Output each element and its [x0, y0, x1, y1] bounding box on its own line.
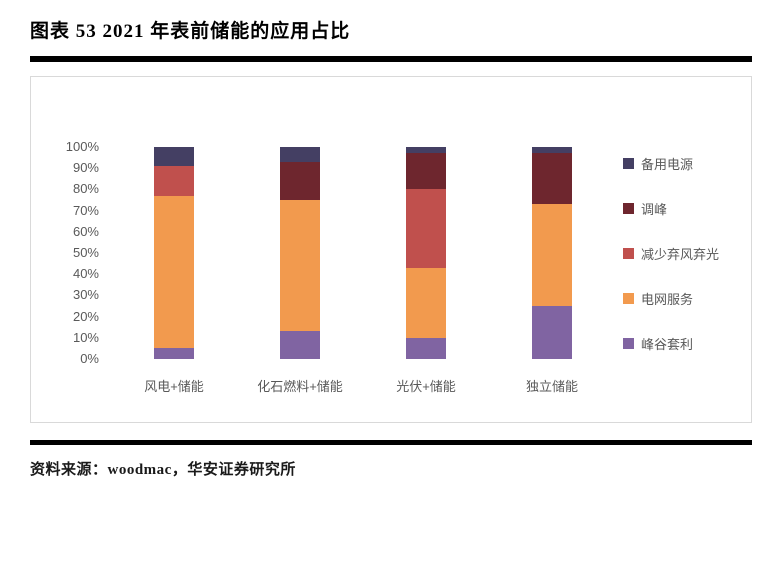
- category-label: 光伏+储能: [396, 379, 456, 394]
- bar-segment: [406, 337, 446, 359]
- bar-segment: [154, 348, 194, 359]
- y-tick-label: 0%: [80, 351, 99, 366]
- bar-segment: [280, 161, 320, 201]
- legend-item: 峰谷套利: [623, 334, 739, 353]
- y-tick-label: 50%: [72, 245, 99, 260]
- bar-group: 风电+储能: [144, 147, 204, 394]
- legend-swatch: [623, 247, 634, 259]
- chart-plot: 0% 10% 20% 30% 40% 50% 60% 70% 80% 90% 100% 风电+储能 化…: [57, 139, 739, 394]
- y-tick-label: 20%: [72, 308, 99, 324]
- legend-item: 调峰: [623, 199, 739, 218]
- bar-segment: [280, 331, 320, 359]
- bar-segment: [532, 204, 572, 306]
- legend-item: 减少弃风弃光: [623, 244, 739, 263]
- bar-segment: [154, 166, 194, 196]
- category-label: 风电+储能: [144, 379, 204, 394]
- figure-title: 图表 53 2021 年表前储能的应用占比: [30, 21, 351, 42]
- category-label: 化石燃料+储能: [257, 379, 343, 394]
- source-note: 资料来源：woodmac，华安证券研究所: [30, 462, 296, 478]
- legend-swatch: [623, 337, 634, 349]
- legend-item: 电网服务: [623, 289, 739, 308]
- bar-segment: [532, 147, 572, 154]
- y-tick-label: 10%: [72, 329, 99, 345]
- legend-label: 调峰: [641, 201, 668, 217]
- bar-segment: [406, 267, 446, 338]
- legend: 备用电源调峰减少弃风弃光 电网服务峰谷套利: [623, 147, 739, 359]
- bar-segment: [154, 195, 194, 349]
- bar-group: 光伏+储能: [396, 147, 456, 394]
- legend-label: 电网服务: [641, 291, 694, 307]
- bar-group: 化石燃料+储能: [257, 147, 343, 394]
- y-tick-label: 30%: [72, 287, 99, 303]
- bar-segment: [280, 147, 320, 162]
- report-page: 图表 53 2021 年表前储能的应用占比 0% 10% 20% 30% 40% 50% 6…: [30, 21, 752, 478]
- y-tick-label: 40%: [72, 266, 99, 282]
- bar-segment: [406, 189, 446, 268]
- legend-label: 备用电源: [641, 156, 694, 172]
- legend-label: 减少弃风弃光: [641, 246, 720, 262]
- legend-swatch: [623, 202, 634, 214]
- bottom-divider: [30, 440, 752, 445]
- legend-label: 峰谷套利: [641, 336, 694, 352]
- y-tick-label: 60%: [72, 223, 99, 239]
- legend-swatch: [623, 157, 634, 169]
- bar-segment: [280, 200, 320, 332]
- bar-segment: [154, 147, 194, 167]
- bars-area: 风电+储能 化石燃料+储能 光伏+储能 独立储能: [111, 147, 615, 394]
- y-tick-label: 70%: [72, 202, 99, 218]
- chart-container: 0% 10% 20% 30% 40% 50% 60% 70% 80% 90% 100% 风电+储能 化…: [30, 76, 752, 423]
- bar-group: 独立储能: [526, 147, 578, 394]
- legend-item: 备用电源: [623, 154, 739, 173]
- legend-swatch: [623, 292, 634, 304]
- stacked-bar: [154, 147, 194, 359]
- bar-segment: [406, 153, 446, 190]
- y-tick-label: 80%: [72, 181, 99, 197]
- y-tick-label: 90%: [72, 160, 99, 176]
- bar-segment: [406, 147, 446, 154]
- bar-segment: [532, 153, 572, 205]
- bar-segment: [532, 306, 572, 359]
- top-divider: [30, 56, 752, 62]
- y-axis: 0% 10% 20% 30% 40% 50% 60% 70% 80% 90% 100%: [57, 139, 111, 366]
- stacked-bar: [532, 147, 572, 359]
- y-tick-label: 100%: [65, 139, 99, 154]
- stacked-bar: [280, 147, 320, 359]
- stacked-bar: [406, 147, 446, 359]
- category-label: 独立储能: [525, 379, 579, 394]
